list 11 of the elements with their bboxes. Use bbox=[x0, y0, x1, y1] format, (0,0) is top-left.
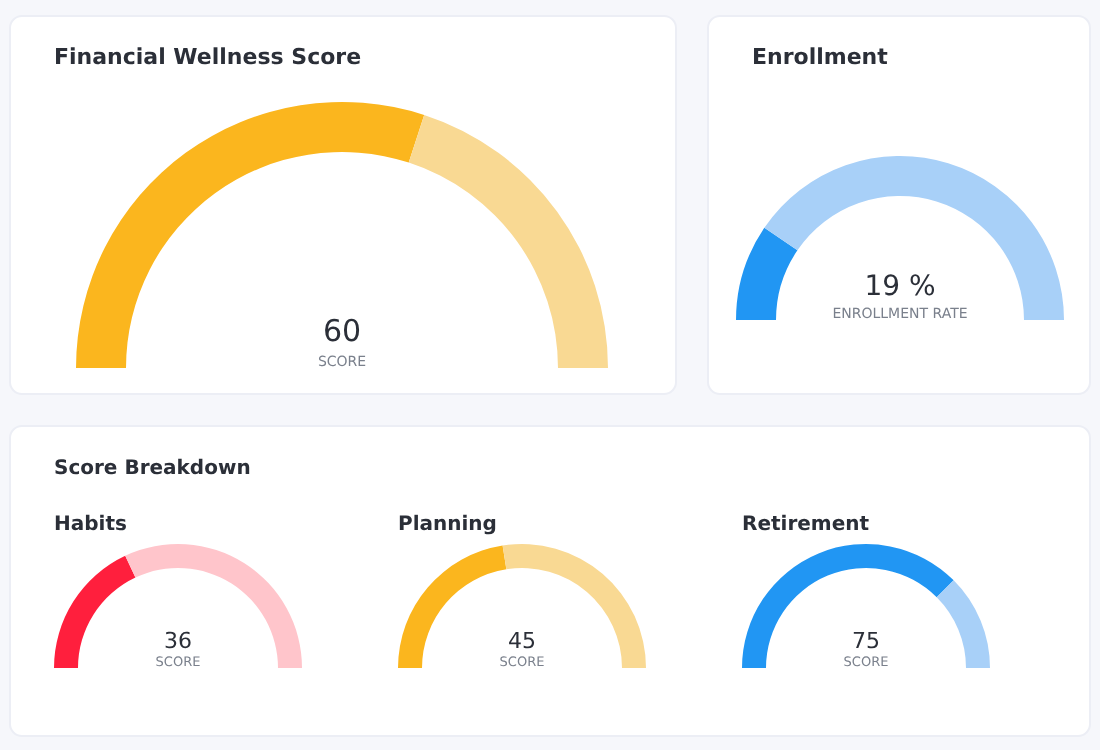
text: 19 % bbox=[864, 270, 936, 303]
chart-title: Retirement bbox=[742, 514, 870, 536]
text: 36 bbox=[164, 628, 192, 655]
text: 45 bbox=[508, 628, 536, 655]
chart-title: Habits bbox=[54, 514, 127, 536]
chart-title: Enrollment bbox=[752, 44, 888, 70]
text: Score Breakdown bbox=[54, 458, 251, 480]
text: 75 bbox=[852, 628, 880, 655]
chart-title: Planning bbox=[398, 514, 497, 536]
text: 60 bbox=[322, 313, 362, 349]
chart-title: Financial Wellness Score bbox=[54, 44, 362, 70]
